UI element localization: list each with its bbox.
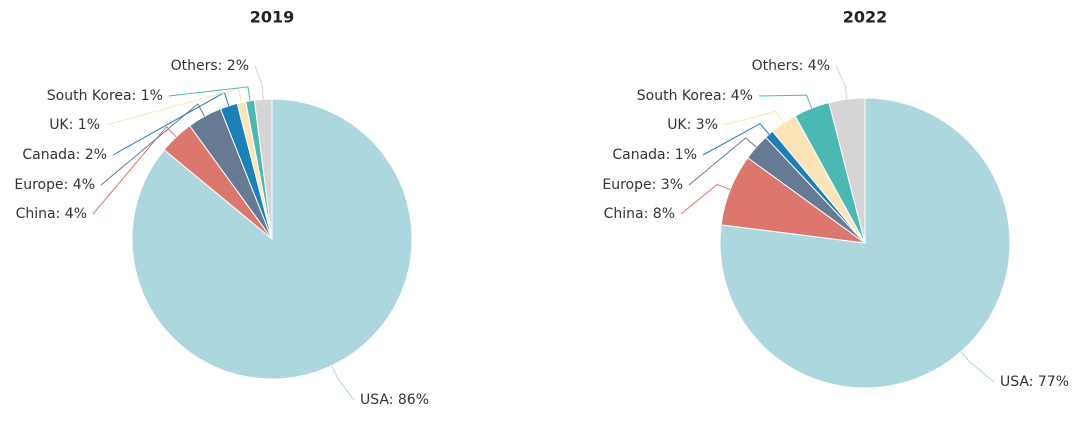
leader-line bbox=[100, 103, 205, 186]
data-label: UK: 1% bbox=[49, 117, 100, 133]
data-label: Others: 4% bbox=[752, 58, 830, 74]
leader-line bbox=[680, 183, 731, 215]
leader-line bbox=[723, 110, 784, 126]
data-label: China: 8% bbox=[604, 206, 675, 222]
leader-line bbox=[331, 365, 355, 401]
leader-line bbox=[254, 65, 264, 100]
leader-line bbox=[168, 86, 251, 101]
leader-line bbox=[105, 88, 242, 126]
data-label: Others: 2% bbox=[171, 58, 249, 74]
pie-slice bbox=[719, 97, 1011, 389]
leader-line bbox=[702, 123, 770, 156]
data-label: USA: 86% bbox=[360, 392, 429, 408]
data-label: South Korea: 1% bbox=[47, 88, 163, 104]
leader-line bbox=[92, 125, 177, 215]
data-label: China: 4% bbox=[16, 206, 87, 222]
pie-slice bbox=[253, 98, 273, 240]
data-label: Europe: 4% bbox=[14, 177, 95, 193]
data-label: South Korea: 4% bbox=[637, 88, 753, 104]
data-label: Canada: 1% bbox=[612, 147, 697, 163]
leader-line bbox=[835, 65, 848, 100]
chart-title: 2022 bbox=[843, 8, 888, 27]
data-label: Canada: 2% bbox=[22, 147, 107, 163]
data-label: USA: 77% bbox=[1000, 374, 1069, 390]
data-label: Europe: 3% bbox=[602, 177, 683, 193]
leader-line bbox=[688, 137, 757, 186]
leader-line bbox=[960, 351, 995, 383]
leader-line bbox=[758, 94, 813, 109]
data-label: UK: 3% bbox=[667, 117, 718, 133]
chart-title: 2019 bbox=[250, 8, 295, 27]
